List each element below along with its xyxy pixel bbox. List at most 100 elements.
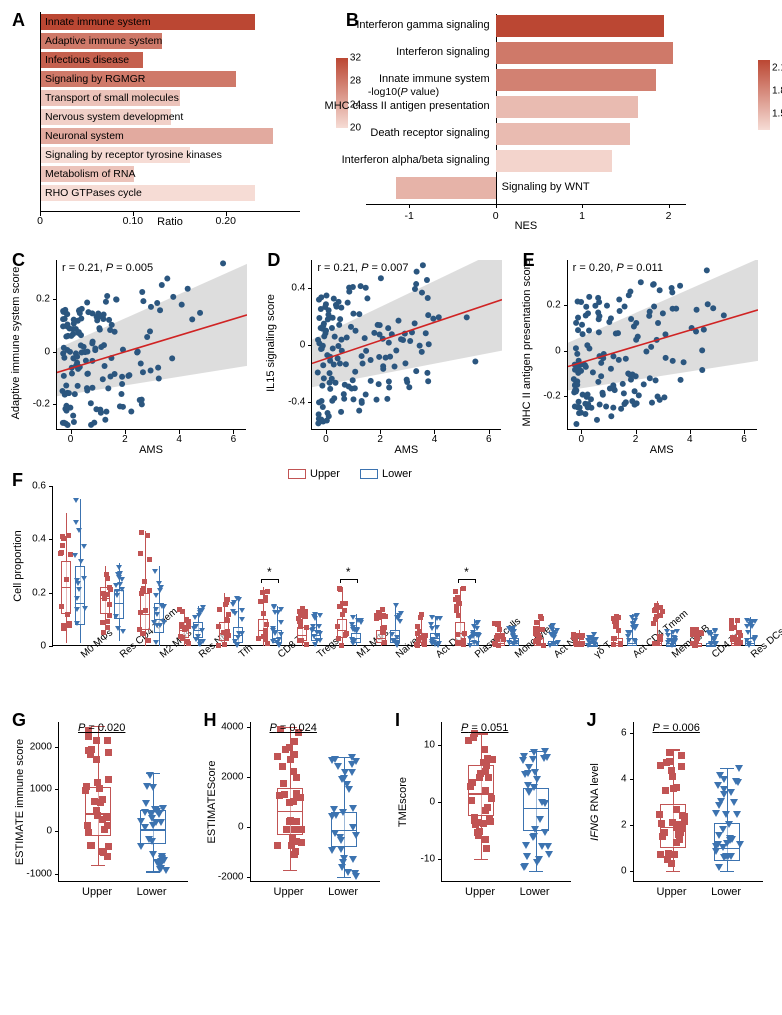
sig-star: * (464, 565, 469, 579)
scatter-point (599, 390, 605, 396)
jitter-point (456, 613, 461, 618)
colorbar-gradient (758, 60, 770, 130)
jitter-point (293, 774, 300, 781)
jitter-point (283, 826, 290, 833)
xtick-label: Tregs (315, 652, 322, 660)
scatter-point (69, 371, 75, 377)
scatter-point (578, 299, 584, 305)
jitter-point (692, 643, 697, 648)
scatter-point (352, 385, 358, 391)
jitter-point (664, 856, 671, 863)
stat-text: r = 0.21, P = 0.005 (62, 262, 153, 274)
ytick-label: 0.4 (32, 534, 46, 545)
scatter-point (337, 361, 343, 367)
bar-row: Interferon signaling (366, 41, 686, 66)
bar-row: RHO GTPases cycle (41, 184, 300, 202)
jitter-point (510, 626, 516, 631)
whisker-cap (474, 859, 488, 860)
scatter-point (633, 400, 639, 406)
scatter-point (473, 358, 479, 364)
jitter-point (656, 811, 663, 818)
jitter-point (225, 618, 230, 623)
jitter-point (485, 774, 492, 781)
jitter-point (74, 578, 80, 583)
jitter-point (380, 630, 385, 635)
jitter-point (735, 765, 743, 772)
panel-label-d: D (267, 250, 280, 271)
scatter-point (359, 398, 365, 404)
scatter-point (112, 371, 118, 377)
legend-lower: Lower (360, 468, 412, 480)
scatter-point (426, 378, 432, 384)
bar-row: Transport of small molecules (41, 89, 300, 107)
bar-label: Innate immune system (379, 68, 490, 90)
jitter-point (533, 859, 541, 866)
xtick-label: Res DCs (749, 652, 756, 660)
jitter-point (143, 783, 151, 790)
scatter-point (148, 304, 154, 310)
jitter-point (93, 737, 100, 744)
jitter-point (651, 621, 656, 626)
jitter-point (105, 776, 112, 783)
scatter-point (197, 310, 203, 316)
scatter-point (598, 360, 604, 366)
jitter-point (616, 628, 621, 633)
scatter-point (337, 316, 343, 322)
jitter-point (107, 613, 112, 618)
jitter-point (694, 638, 699, 643)
colorbar-tick: 1.8 (772, 86, 782, 97)
scatter-point (77, 310, 83, 316)
scatter-point (320, 404, 326, 410)
xtick-label: Lower (137, 886, 167, 898)
jitter-point (548, 625, 554, 630)
scatter-point (140, 298, 146, 304)
bar-row: Interferon gamma signaling (366, 14, 686, 39)
jitter-point (618, 641, 623, 646)
scatter-point (583, 304, 589, 310)
jitter-point (216, 624, 221, 629)
xtick-label: CD8 T (276, 652, 283, 660)
scatter-point (103, 299, 109, 305)
scatter-point (610, 405, 616, 411)
scatter-point (346, 384, 352, 390)
jitter-point (715, 832, 723, 839)
bar (496, 150, 613, 172)
xtick-label: Upper (465, 886, 495, 898)
jitter-point (730, 799, 738, 806)
xlabel-a: Ratio (40, 216, 300, 228)
scatter-point (353, 328, 359, 334)
jitter-point (287, 817, 294, 824)
scatter-point (386, 384, 392, 390)
scatter-point (419, 290, 425, 296)
xtick-label: Lower (711, 886, 741, 898)
scatter-point (372, 330, 378, 336)
jitter-point (105, 576, 110, 581)
jitter-point (715, 864, 723, 871)
bar-row: Signaling by RGMGR (41, 70, 300, 88)
scatter-point (622, 356, 628, 362)
ytick-mark (55, 874, 59, 875)
jitter-point (103, 814, 110, 821)
scatter-point (377, 322, 383, 328)
jitter-point (139, 530, 144, 535)
scatter-point (357, 408, 363, 414)
jitter-point (161, 604, 167, 609)
jitter-point (519, 757, 527, 764)
scatter-point (326, 413, 332, 419)
scatter-point (353, 369, 359, 375)
jitter-point (298, 624, 303, 629)
row-ghij: G -1000010002000UpperLowerESTIMATE immun… (8, 708, 774, 918)
scatter-point (652, 377, 658, 383)
jitter-point (545, 851, 553, 858)
scatter-point (71, 419, 77, 425)
scatter-point (615, 330, 621, 336)
jitter-point (434, 616, 440, 621)
scatter-point (720, 312, 726, 318)
bar (496, 15, 665, 37)
median (297, 635, 307, 636)
bar-row: Nervous system development (41, 108, 300, 126)
scatter-point (381, 366, 387, 372)
colorbar-tick: 1.5 (772, 109, 782, 120)
jitter-point (179, 624, 184, 629)
scatter-point (320, 383, 326, 389)
